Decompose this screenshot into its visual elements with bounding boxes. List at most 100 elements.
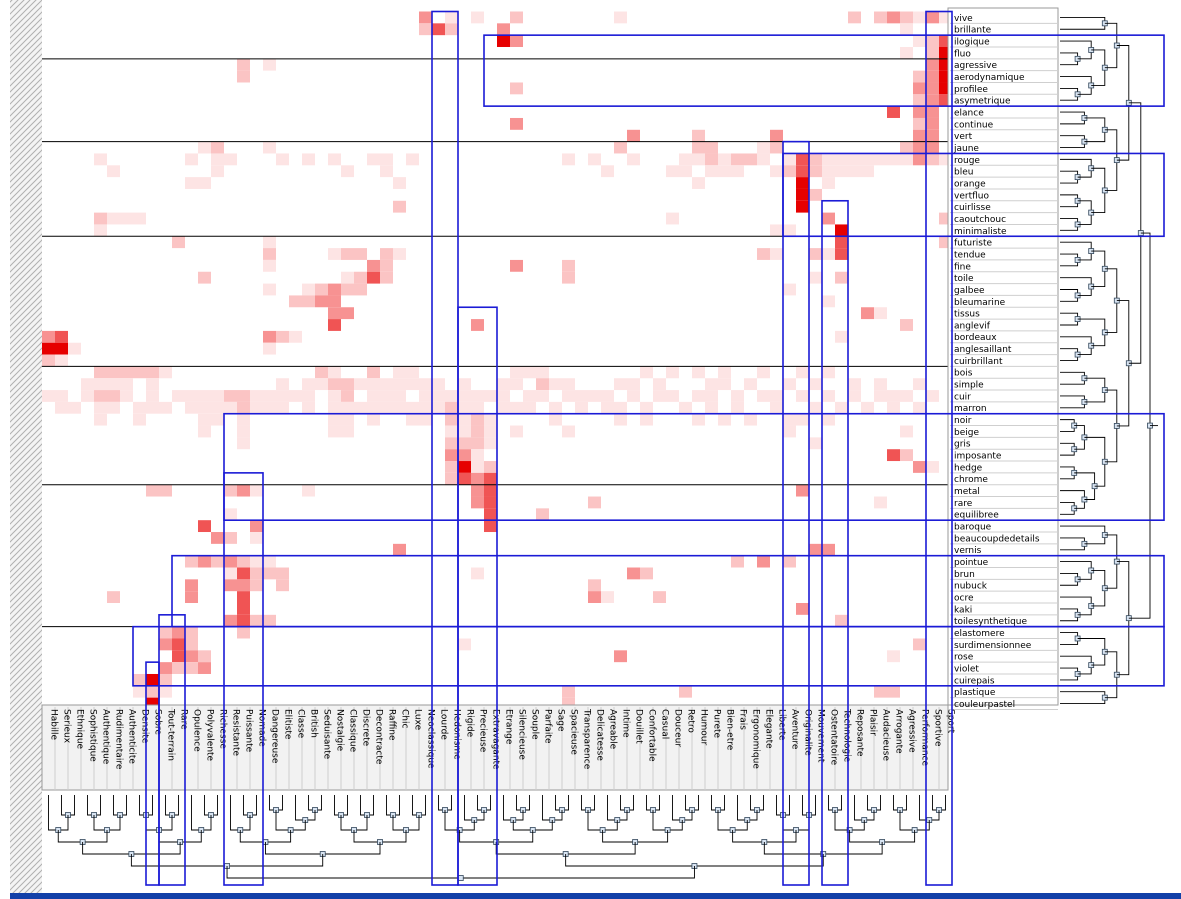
heatmap-cell <box>250 555 263 568</box>
heatmap-cell <box>783 555 796 568</box>
heatmap-cell <box>913 106 926 118</box>
heatmap-cell <box>549 413 562 426</box>
row-dendrogram-branch <box>1060 111 1085 125</box>
heatmap-cell <box>406 378 419 391</box>
heatmap-cell <box>458 449 471 462</box>
heatmap-cell <box>107 378 120 391</box>
heatmap-cell <box>705 165 718 178</box>
heatmap-cell <box>484 508 497 521</box>
heatmap-cell <box>42 342 55 355</box>
heatmap-cell <box>276 330 289 343</box>
heatmap-cell <box>796 390 809 402</box>
heatmap-cell <box>679 685 692 698</box>
heatmap-cell <box>445 461 458 473</box>
heatmap-cell <box>731 555 744 568</box>
heatmap-cell <box>510 82 523 95</box>
heatmap-cell <box>627 378 640 391</box>
heatmap-cell <box>185 579 198 592</box>
heatmap-cell <box>198 271 211 284</box>
column-label: Sobre <box>153 709 163 735</box>
heatmap-cell <box>133 401 146 414</box>
heatmap-cell <box>185 650 198 663</box>
column-label: Puissante <box>244 709 254 753</box>
row-label: bordeaux <box>954 333 997 343</box>
heatmap-cell <box>445 413 458 426</box>
heatmap-cell <box>328 425 341 438</box>
column-label: Ostentatoire <box>829 709 839 766</box>
heatmap-cell <box>302 484 315 497</box>
heatmap-cell <box>146 378 159 391</box>
heatmap-cell <box>692 153 705 166</box>
heatmap-cell <box>900 23 913 36</box>
heatmap-background <box>42 8 948 700</box>
heatmap-cell <box>913 35 926 47</box>
column-label: Reposante <box>855 709 865 757</box>
heatmap-cell <box>237 579 250 592</box>
heatmap-cell <box>185 153 198 166</box>
heatmap-cell <box>562 259 575 272</box>
heatmap-cell <box>159 401 172 414</box>
heatmap-cell <box>510 401 523 414</box>
heatmap-cell <box>887 685 900 698</box>
heatmap-cell <box>705 401 718 414</box>
heatmap-cell <box>939 70 952 83</box>
heatmap-cell <box>458 472 471 485</box>
heatmap-cell <box>276 378 289 391</box>
heatmap-cell <box>601 591 614 603</box>
heatmap-cell <box>224 532 237 544</box>
heatmap-cell <box>471 401 484 414</box>
heatmap-cell <box>250 614 263 627</box>
heatmap-cell <box>263 259 276 272</box>
row-label: chrome <box>954 475 988 485</box>
heatmap-cell <box>42 390 55 402</box>
heatmap-cell <box>276 390 289 402</box>
column-label: Spacieuse <box>569 709 579 755</box>
heatmap-cell <box>419 413 432 426</box>
heatmap-cell <box>510 259 523 272</box>
heatmap-cell <box>510 117 523 130</box>
column-label: Rudimentaire <box>114 709 124 770</box>
heatmap-cell <box>770 248 783 260</box>
heatmap-cell <box>471 425 484 438</box>
heatmap-cell <box>432 23 445 36</box>
column-label: Discrete <box>361 709 371 747</box>
heatmap-cell <box>458 378 471 391</box>
column-label: Retro <box>686 709 696 733</box>
heatmap-cell <box>757 153 770 166</box>
row-label: anglesaillant <box>954 345 1012 355</box>
heatmap-cell <box>484 496 497 509</box>
row-label: noir <box>954 416 972 426</box>
heatmap-cell <box>471 390 484 402</box>
heatmap-cell <box>367 153 380 166</box>
heatmap-cell <box>185 555 198 568</box>
column-label: Authentique <box>101 709 111 765</box>
row-cluster-highlight <box>223 412 1165 521</box>
row-label: vive <box>954 14 973 24</box>
heatmap-cell <box>133 673 146 686</box>
heatmap-cell <box>614 11 627 24</box>
heatmap-cell <box>822 165 835 178</box>
heatmap-cell <box>198 413 211 426</box>
heatmap-cell <box>861 153 874 166</box>
heatmap-cell <box>484 461 497 473</box>
heatmap-cell <box>887 11 900 24</box>
heatmap-cell <box>68 401 81 414</box>
row-label: cuir <box>954 392 971 402</box>
heatmap-cell <box>55 330 68 343</box>
row-label: rose <box>954 653 974 663</box>
heatmap-cell <box>614 413 627 426</box>
row-dendrogram-branch <box>1060 395 1085 409</box>
heatmap-cell <box>640 366 653 379</box>
row-label: bois <box>954 369 973 379</box>
heatmap-cell <box>822 543 835 556</box>
heatmap-cell <box>237 401 250 414</box>
heatmap-cell <box>679 165 692 178</box>
heatmap-cell <box>510 425 523 438</box>
heatmap-cell <box>380 378 393 391</box>
heatmap-cell <box>328 248 341 260</box>
heatmap-cell <box>887 390 900 402</box>
heatmap-cell <box>874 307 887 320</box>
heatmap-cell <box>458 425 471 438</box>
column-label: Luxe <box>413 709 423 731</box>
heatmap-cell <box>926 11 939 24</box>
